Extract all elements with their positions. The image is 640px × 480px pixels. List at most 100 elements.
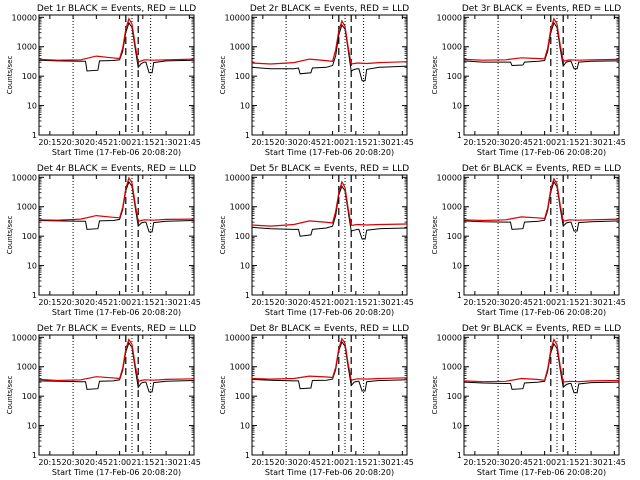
x-tick-label: 21:45 (178, 138, 201, 147)
y-tick-label: 1 (457, 291, 462, 300)
x-tick-label: 20:45 (510, 298, 533, 307)
x-tick-label: 21:15 (131, 298, 154, 307)
x-axis-label: Start Time (17-Feb-06 20:08:20) (265, 148, 394, 157)
y-tick-label: 1 (245, 291, 250, 300)
y-tick-label: 10000 (12, 13, 37, 22)
y-axis-label: Counts/sec (219, 376, 227, 415)
y-tick-label: 100 (447, 232, 462, 241)
plot-frame (251, 174, 408, 296)
x-tick-label: 20:15 (251, 298, 274, 307)
x-tick-label: 21:15 (131, 138, 154, 147)
y-tick-label: 10 (452, 102, 462, 111)
y-axis-label: Counts/sec (6, 376, 14, 415)
y-tick-label: 1000 (17, 203, 37, 212)
y-tick-label: 1000 (230, 43, 250, 52)
x-tick-label: 21:45 (603, 138, 626, 147)
x-tick-label: 21:30 (580, 458, 603, 467)
events-series-line (251, 340, 408, 392)
y-axis-label: Counts/sec (6, 216, 14, 255)
y-axis-label: Counts/sec (431, 216, 439, 255)
x-tick-label: 21:45 (391, 298, 414, 307)
x-tick-label: 20:45 (510, 458, 533, 467)
x-tick-label: 20:45 (85, 138, 108, 147)
plot-frame (38, 334, 195, 456)
y-axis-label: Counts/sec (219, 216, 227, 255)
x-tick-label: 21:15 (556, 138, 579, 147)
y-tick-label: 100 (235, 392, 250, 401)
x-axis-label: Start Time (17-Feb-06 20:08:20) (477, 468, 606, 477)
y-tick-label: 1 (457, 451, 462, 460)
lld-series-line (38, 17, 195, 63)
x-tick-label: 21:45 (391, 138, 414, 147)
x-tick-label: 20:45 (298, 138, 321, 147)
y-tick-label: 1000 (17, 363, 37, 372)
y-tick-label: 10000 (437, 13, 462, 22)
y-tick-label: 10000 (437, 173, 462, 182)
y-tick-label: 10000 (225, 13, 250, 22)
x-axis-label: Start Time (17-Feb-06 20:08:20) (477, 148, 606, 157)
x-axis-label: Start Time (17-Feb-06 20:08:20) (265, 468, 394, 477)
lld-series-line (463, 177, 620, 223)
x-tick-label: 20:15 (251, 458, 274, 467)
y-tick-label: 1000 (442, 43, 462, 52)
events-series-line (38, 21, 195, 74)
events-series-line (463, 342, 620, 394)
x-tick-label: 21:00 (321, 458, 344, 467)
plot-frame (38, 14, 195, 136)
y-tick-label: 1 (32, 131, 37, 140)
plot-frame (463, 14, 620, 136)
y-axis-label: Counts/sec (431, 56, 439, 95)
plot-frame (251, 334, 408, 456)
x-tick-label: 20:15 (463, 458, 486, 467)
x-tick-label: 21:00 (321, 298, 344, 307)
x-tick-label: 20:45 (298, 298, 321, 307)
panel-title: Det 8r BLACK = Events, RED = LLD (250, 324, 409, 334)
x-tick-label: 20:15 (38, 138, 61, 147)
events-series-line (38, 180, 195, 233)
x-tick-label: 21:00 (108, 298, 131, 307)
events-series-line (463, 21, 620, 70)
x-tick-label: 20:30 (62, 298, 85, 307)
x-tick-label: 20:30 (275, 298, 298, 307)
y-tick-label: 10000 (12, 173, 37, 182)
x-tick-label: 20:45 (298, 458, 321, 467)
y-tick-label: 1000 (230, 203, 250, 212)
plot-frame (463, 334, 620, 456)
x-tick-label: 20:15 (38, 298, 61, 307)
x-tick-label: 21:30 (580, 138, 603, 147)
y-axis-label: Counts/sec (6, 56, 14, 95)
x-axis-label: Start Time (17-Feb-06 20:08:20) (265, 308, 394, 317)
x-tick-label: 20:30 (275, 458, 298, 467)
y-tick-label: 100 (22, 232, 37, 241)
plot-frame (251, 14, 408, 136)
lld-series-line (38, 337, 195, 383)
panel-title: Det 6r BLACK = Events, RED = LLD (462, 164, 621, 174)
lld-series-line (251, 180, 408, 227)
x-tick-label: 21:00 (533, 138, 556, 147)
x-tick-label: 21:00 (533, 298, 556, 307)
y-tick-label: 10 (240, 262, 250, 271)
x-tick-label: 20:45 (85, 298, 108, 307)
y-tick-label: 10 (452, 262, 462, 271)
x-tick-label: 21:30 (155, 458, 178, 467)
events-series-line (38, 341, 195, 393)
plot-frame (463, 174, 620, 296)
y-axis-label: Counts/sec (219, 56, 227, 95)
x-tick-label: 21:15 (556, 458, 579, 467)
y-tick-label: 1 (457, 131, 462, 140)
x-tick-label: 21:15 (344, 298, 367, 307)
y-tick-label: 100 (447, 392, 462, 401)
y-tick-label: 10 (452, 422, 462, 431)
panel-title: Det 3r BLACK = Events, RED = LLD (462, 4, 621, 14)
x-tick-label: 20:30 (275, 138, 298, 147)
x-tick-label: 21:45 (391, 458, 414, 467)
x-tick-label: 20:30 (487, 298, 510, 307)
y-tick-label: 1 (245, 131, 250, 140)
y-tick-label: 10 (27, 102, 37, 111)
